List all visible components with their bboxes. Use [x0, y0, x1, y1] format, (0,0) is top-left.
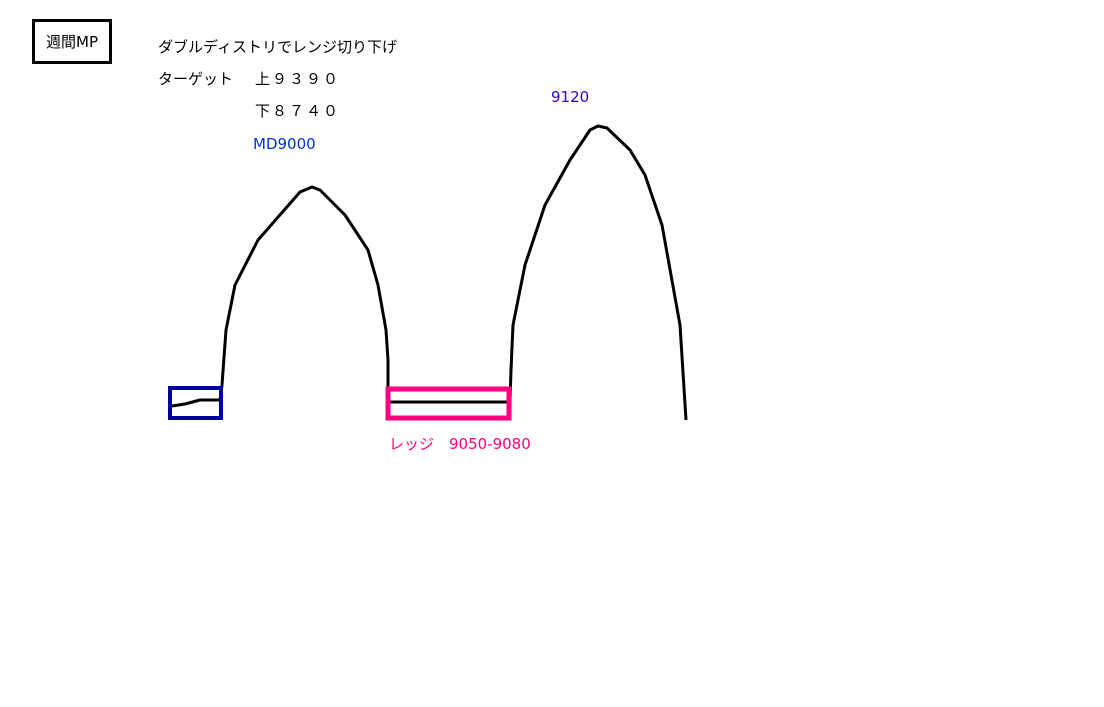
profile-curve: [171, 124, 688, 421]
title-text: 週間MP: [46, 33, 98, 51]
target-lower: 下８７４０: [255, 102, 341, 120]
peak-label: 9120: [551, 88, 590, 106]
target-label: ターゲット: [158, 70, 234, 88]
ledge-box-pink: [385, 386, 512, 421]
title-box: 週間MP: [32, 19, 112, 64]
ledge-label: レッジ 9050-9080: [389, 435, 531, 453]
strategy-text: ダブルディストリでレンジ切り下げ: [158, 38, 397, 56]
md-label: MD9000: [253, 135, 316, 153]
lower-box-blue: [168, 386, 223, 420]
target-upper: 上９３９０: [255, 70, 341, 88]
